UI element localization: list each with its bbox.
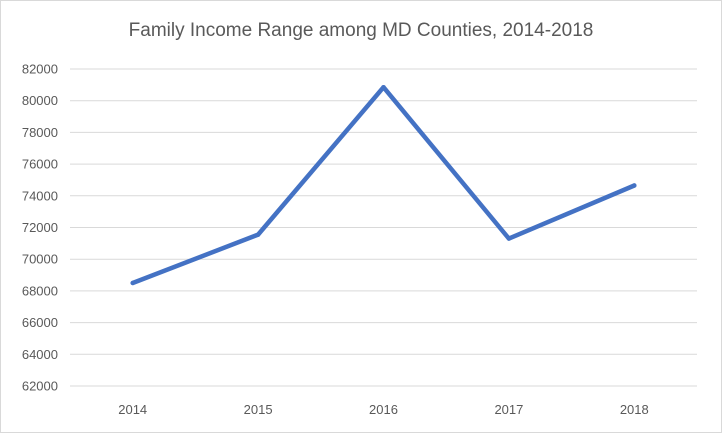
x-tick-label: 2014 — [118, 402, 147, 417]
y-axis-ticks: 62000 64000 66000 68000 70000 72000 74000 76000… — [22, 62, 58, 394]
y-tick-label: 66000 — [22, 315, 58, 330]
x-tick-label: 2018 — [620, 402, 649, 417]
series-layer — [130, 84, 637, 286]
y-tick-label: 70000 — [22, 252, 58, 267]
y-tick-label: 82000 — [22, 62, 58, 77]
x-tick-label: 2015 — [244, 402, 273, 417]
y-tick-label: 72000 — [22, 220, 58, 235]
y-tick-label: 64000 — [22, 347, 58, 362]
chart-title: Family Income Range among MD Counties, 2… — [128, 20, 594, 41]
data-point — [632, 183, 637, 188]
y-tick-label: 62000 — [22, 379, 58, 394]
data-point — [255, 232, 261, 237]
y-tick-label: 78000 — [22, 125, 58, 140]
series-line — [130, 84, 637, 286]
data-point — [506, 236, 512, 241]
x-axis-ticks: 2014 2015 2016 2017 2018 — [118, 402, 649, 417]
x-tick-label: 2016 — [369, 402, 398, 417]
y-tick-label: 76000 — [22, 157, 58, 172]
x-tick-label: 2017 — [494, 402, 523, 417]
y-tick-label: 80000 — [22, 93, 58, 108]
gridlines — [70, 68, 697, 387]
y-tick-label: 68000 — [22, 283, 58, 298]
data-point — [130, 280, 135, 286]
data-point — [381, 85, 386, 90]
y-tick-label: 74000 — [22, 188, 58, 203]
